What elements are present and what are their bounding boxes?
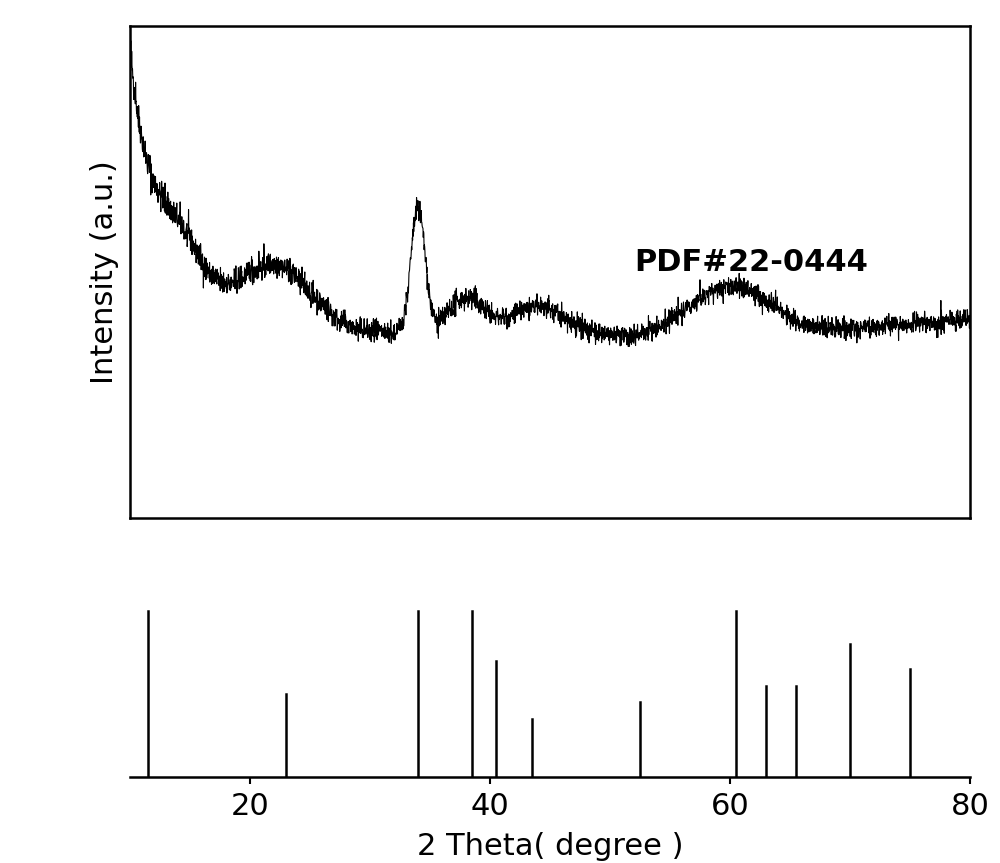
Y-axis label: Intensity (a.u.): Intensity (a.u.): [90, 160, 119, 384]
Text: PDF#22-0444: PDF#22-0444: [634, 248, 868, 276]
X-axis label: 2 Theta( degree ): 2 Theta( degree ): [417, 832, 683, 861]
